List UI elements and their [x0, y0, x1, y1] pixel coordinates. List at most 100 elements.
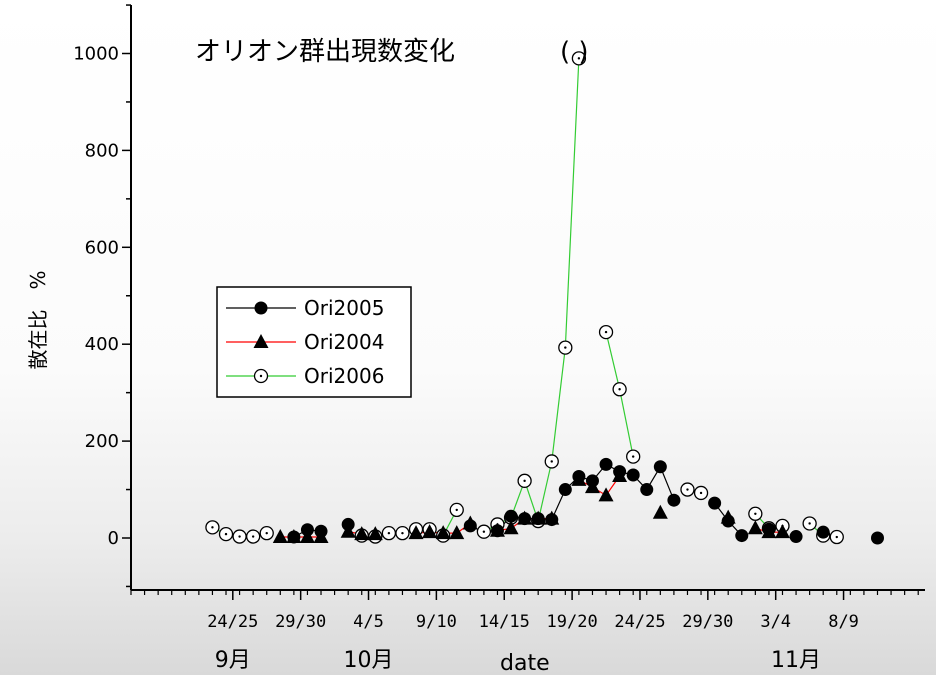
- data-point: [598, 324, 614, 340]
- data-point: [748, 506, 763, 521]
- series-line: [578, 475, 621, 497]
- data-point: [693, 485, 709, 501]
- axes-layer: 0 200 400 600 800 1000 24/25 29/30 4/5 9/10 14/15 1…: [73, 4, 925, 673]
- legend-items: Ori2005 Ori2004 Ori2006: [226, 296, 384, 388]
- data-point: [613, 465, 627, 479]
- y-tick-label: 800: [85, 140, 119, 161]
- x-tick-label: 24/25: [614, 612, 665, 632]
- data-point: [504, 509, 518, 523]
- data-point: [789, 530, 803, 544]
- legend-label: Ori2005: [304, 296, 384, 320]
- marker-dot: [631, 455, 635, 458]
- marker-dot: [686, 488, 689, 491]
- data-point: [626, 468, 640, 482]
- data-point: [626, 449, 641, 464]
- data-point: [272, 529, 288, 544]
- x-tick-label: 3/4: [760, 612, 791, 632]
- series-Ori2004: [280, 475, 783, 538]
- data-point: [544, 454, 559, 469]
- data-point: [341, 517, 355, 531]
- marker-dot: [387, 531, 391, 535]
- marker-dot: [224, 532, 228, 536]
- y-axis-label: 散在比 %: [26, 270, 50, 369]
- data-point: [667, 493, 681, 507]
- data-point: [802, 516, 817, 531]
- data-point: [518, 512, 532, 526]
- peak-annotation: ( ): [560, 37, 589, 67]
- data-point: [517, 473, 532, 488]
- legend-label: Ori2004: [304, 330, 384, 354]
- marker-dot: [835, 535, 838, 539]
- marker-dot: [259, 374, 263, 378]
- x-tick-label: 29/30: [682, 612, 733, 632]
- data-point: [599, 457, 613, 471]
- data-point: [870, 531, 884, 545]
- legend: Ori2005 Ori2004 Ori2006: [216, 286, 412, 398]
- month-label: 10月: [344, 648, 394, 673]
- legend-label: Ori2006: [304, 364, 384, 388]
- data-point: [652, 504, 668, 519]
- data-point: [503, 520, 519, 535]
- marker-dot: [618, 388, 621, 391]
- marker-dot: [808, 522, 811, 525]
- data-point: [408, 525, 424, 540]
- y-tick-label: 400: [85, 334, 119, 355]
- marker-dot: [482, 530, 486, 533]
- marker-dot: [523, 479, 526, 483]
- data-point: [829, 529, 844, 545]
- data-point: [287, 530, 301, 544]
- x-tick-label: 14/15: [479, 612, 530, 632]
- data-point: [585, 474, 599, 488]
- data-point: [774, 524, 790, 539]
- data-point: [259, 526, 274, 541]
- data-point: [531, 512, 545, 526]
- data-point: [653, 460, 667, 474]
- data-point: [300, 523, 314, 537]
- marker-dot: [211, 526, 214, 529]
- data-point: [612, 382, 627, 397]
- legend-marker: [253, 368, 269, 384]
- marker-dot: [754, 512, 757, 515]
- data-point: [422, 524, 438, 539]
- marker-dot: [265, 531, 268, 535]
- x-tick-label: 24/25: [207, 612, 258, 632]
- data-point: [735, 529, 749, 543]
- marker-dot: [699, 491, 703, 495]
- y-tick-label: 600: [85, 237, 119, 258]
- data-point: [314, 524, 328, 538]
- data-point: [747, 520, 763, 535]
- data-point: [598, 487, 614, 502]
- marker-dot: [401, 531, 404, 535]
- x-tick-label: 9/10: [416, 612, 457, 632]
- data-point: [218, 526, 234, 542]
- data-point: [246, 529, 261, 544]
- x-tick-label: 29/30: [275, 612, 326, 632]
- markers-Ori2005: [287, 457, 884, 545]
- data-point: [354, 526, 370, 541]
- data-point: [545, 513, 559, 527]
- data-point: [571, 51, 587, 66]
- data-point: [762, 522, 776, 536]
- data-point: [395, 526, 410, 541]
- data-point: [232, 529, 247, 544]
- marker-dot: [550, 460, 553, 463]
- month-label: 11月: [771, 648, 821, 673]
- marker-dot: [564, 346, 567, 349]
- legend-marker: [253, 334, 269, 348]
- marker-dot: [455, 508, 458, 512]
- marker-dot: [251, 535, 255, 538]
- marker-dot: [577, 57, 581, 60]
- data-point: [816, 525, 830, 539]
- series-line: [483, 58, 580, 533]
- data-point: [463, 519, 477, 533]
- data-point: [490, 524, 504, 538]
- data-point: [721, 514, 735, 528]
- x-tick-label: 8/9: [828, 612, 859, 632]
- series-layer: [205, 51, 884, 545]
- marker-dot: [238, 535, 241, 538]
- x-tick-label: 19/20: [547, 612, 598, 632]
- data-point: [680, 482, 695, 497]
- data-point: [367, 526, 383, 541]
- month-label: 9月: [215, 648, 251, 673]
